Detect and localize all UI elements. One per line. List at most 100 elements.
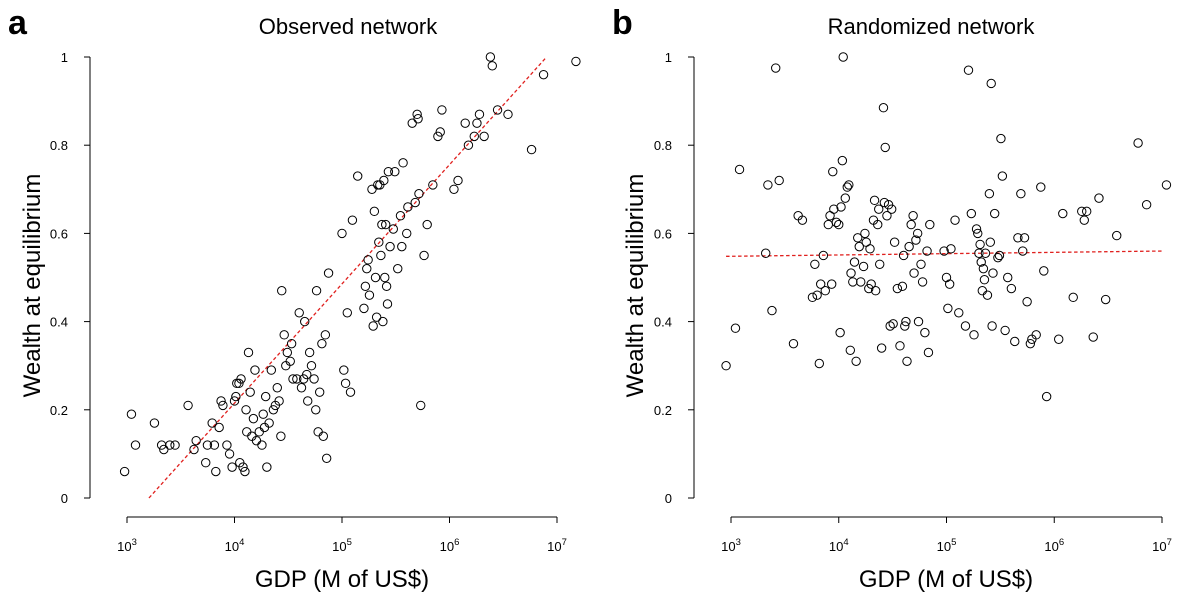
data-point	[912, 228, 923, 239]
data-point	[976, 257, 986, 267]
data-point	[292, 374, 302, 384]
y-tick-label: 0	[61, 491, 68, 506]
data-point	[978, 263, 989, 274]
data-point	[492, 105, 503, 115]
data-point	[254, 427, 264, 437]
data-point	[846, 268, 856, 278]
data-point	[823, 219, 834, 230]
data-point	[395, 211, 406, 221]
data-point	[165, 440, 175, 450]
data-point	[304, 347, 315, 358]
data-point	[279, 330, 289, 340]
data-point	[414, 189, 424, 199]
data-point	[1018, 246, 1028, 256]
data-point	[428, 180, 438, 190]
data-point	[913, 316, 924, 327]
x-tick-label: 106	[1044, 537, 1064, 554]
data-point	[393, 263, 403, 274]
data-point	[300, 316, 310, 327]
data-point	[1088, 332, 1098, 342]
data-point	[844, 180, 854, 190]
data-point	[238, 462, 248, 472]
data-point	[130, 440, 141, 450]
data-point	[858, 261, 869, 272]
data-point	[828, 166, 838, 177]
data-point	[888, 319, 898, 329]
data-point	[993, 252, 1003, 263]
data-point	[474, 109, 485, 120]
trend-line	[148, 56, 548, 499]
data-point	[831, 217, 842, 228]
data-point	[906, 219, 916, 230]
data-point	[277, 286, 287, 296]
data-point	[243, 347, 254, 358]
data-point	[347, 215, 358, 225]
data-point	[939, 246, 949, 256]
data-point	[979, 275, 990, 285]
data-point	[1058, 208, 1068, 219]
data-point	[869, 195, 880, 206]
data-point	[980, 248, 991, 258]
data-point	[882, 211, 892, 221]
data-point	[1039, 266, 1049, 276]
data-point	[453, 175, 463, 186]
data-point	[996, 133, 1006, 144]
data-point	[860, 228, 870, 239]
data-point	[897, 281, 908, 292]
data-point	[864, 283, 874, 294]
data-point	[963, 65, 974, 75]
data-point	[216, 396, 226, 406]
data-point	[149, 418, 160, 428]
data-point	[286, 338, 297, 349]
data-point	[997, 171, 1008, 181]
data-point	[236, 374, 246, 384]
data-point	[941, 272, 952, 283]
data-point	[1041, 391, 1052, 402]
data-point	[416, 400, 426, 411]
data-point	[1006, 283, 1017, 294]
data-point	[229, 396, 240, 406]
data-point	[463, 140, 474, 150]
data-point	[975, 239, 985, 250]
data-point	[977, 286, 988, 296]
data-point	[960, 321, 971, 331]
data-point	[885, 321, 895, 331]
data-point	[119, 466, 130, 477]
y-axis-label: Wealth at equilibrium	[19, 174, 46, 398]
data-point	[224, 449, 235, 459]
data-point	[242, 427, 252, 437]
data-point	[380, 272, 390, 283]
data-point	[946, 244, 956, 254]
data-point	[909, 268, 919, 278]
data-point	[845, 345, 856, 355]
data-point	[339, 365, 349, 375]
data-point	[282, 347, 293, 358]
data-point	[526, 144, 537, 155]
y-tick-label: 0.8	[654, 138, 672, 153]
data-point	[898, 250, 909, 261]
data-point	[419, 250, 429, 261]
data-point	[234, 378, 244, 389]
data-point	[383, 166, 394, 177]
data-point	[214, 422, 224, 433]
data-point	[853, 233, 863, 243]
data-point	[901, 316, 911, 327]
y-tick-label: 0.2	[50, 403, 68, 418]
data-point	[202, 440, 213, 450]
data-point	[201, 458, 211, 468]
data-point	[974, 248, 984, 258]
data-point	[889, 237, 900, 247]
data-point	[1036, 182, 1046, 192]
data-point	[814, 358, 825, 369]
data-point	[209, 440, 220, 450]
data-point	[973, 228, 983, 239]
x-tick-label: 106	[440, 537, 460, 554]
data-point	[1019, 233, 1030, 243]
data-point	[369, 206, 380, 217]
data-point	[247, 431, 257, 441]
data-point	[771, 63, 781, 73]
data-point	[353, 171, 363, 181]
data-point	[854, 241, 864, 252]
data-point	[397, 241, 407, 252]
data-point	[314, 387, 325, 397]
